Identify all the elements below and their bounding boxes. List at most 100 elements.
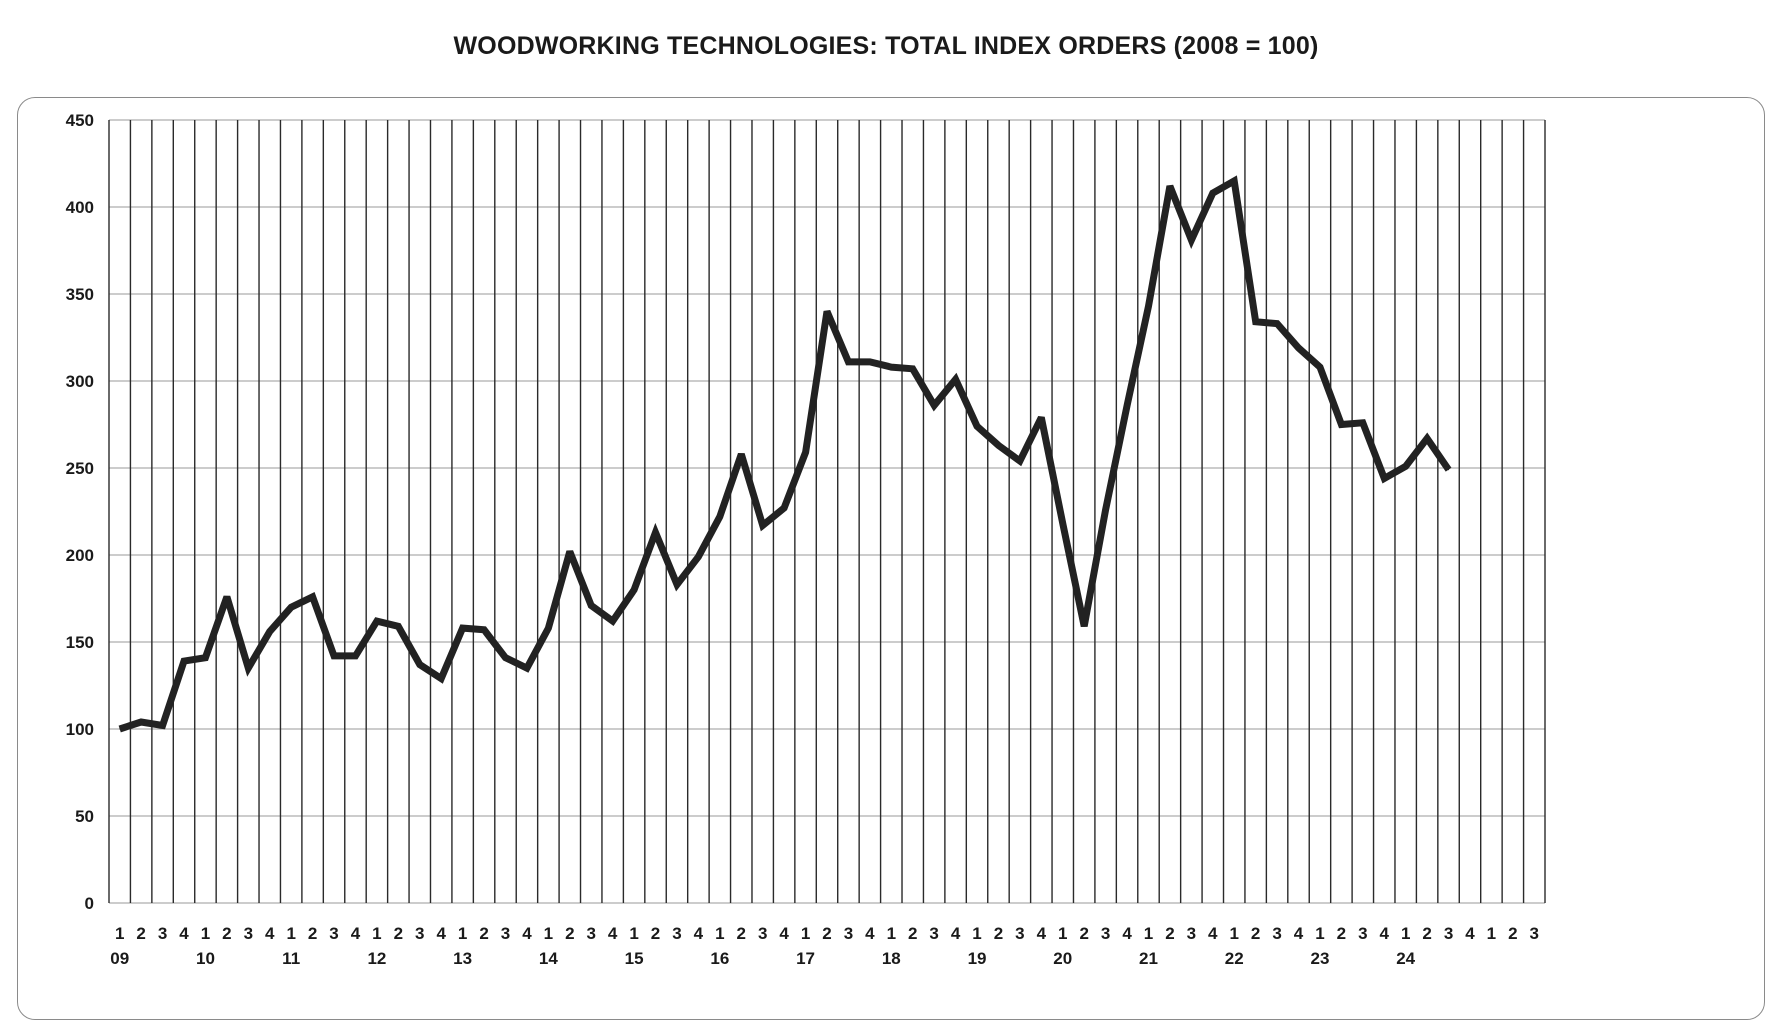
- x-year-label: 16: [710, 949, 729, 968]
- x-tick-label: 4: [951, 924, 961, 943]
- data-point: [354, 655, 356, 657]
- data-point: [1426, 437, 1428, 439]
- data-point: [697, 556, 699, 558]
- x-tick-label: 1: [801, 924, 810, 943]
- y-tick-label: 100: [66, 720, 94, 739]
- x-tick-label: 1: [1315, 924, 1324, 943]
- x-tick-label: 1: [1144, 924, 1153, 943]
- data-point: [547, 627, 549, 629]
- data-point: [1340, 424, 1342, 425]
- x-tick-label: 2: [1251, 924, 1260, 943]
- x-tick-label: 2: [651, 924, 660, 943]
- x-tick-label: 2: [222, 924, 231, 943]
- data-point: [1126, 404, 1128, 406]
- data-point: [612, 620, 614, 622]
- x-tick-label: 3: [501, 924, 510, 943]
- x-tick-label: 2: [1079, 924, 1088, 943]
- data-point: [1040, 417, 1042, 419]
- x-tick-label: 4: [694, 924, 704, 943]
- data-point: [655, 531, 657, 533]
- x-year-label: 10: [196, 949, 215, 968]
- x-year-label: 20: [1053, 949, 1072, 968]
- data-point: [740, 453, 742, 455]
- x-tick-label: 3: [415, 924, 424, 943]
- x-tick-label: 3: [244, 924, 253, 943]
- data-point: [1212, 192, 1214, 194]
- data-point: [1233, 180, 1235, 182]
- series-line: [118, 175, 1452, 733]
- x-tick-label: 1: [1229, 924, 1238, 943]
- x-tick-label: 3: [1530, 924, 1539, 943]
- y-tick-label: 400: [66, 198, 94, 217]
- x-tick-label: 2: [737, 924, 746, 943]
- x-tick-label: 2: [822, 924, 831, 943]
- y-tick-label: 450: [66, 111, 94, 130]
- data-point: [312, 596, 314, 598]
- data-point: [290, 606, 292, 608]
- data-point: [1362, 422, 1364, 424]
- x-tick-label: 3: [158, 924, 167, 943]
- data-point: [569, 551, 571, 553]
- data-point: [933, 404, 935, 406]
- x-year-label: 19: [968, 949, 987, 968]
- data-point: [462, 627, 464, 629]
- x-tick-label: 1: [201, 924, 210, 943]
- data-point: [1169, 185, 1171, 187]
- data-point: [1448, 469, 1450, 471]
- x-tick-label: 4: [265, 924, 275, 943]
- data-point: [1062, 523, 1064, 525]
- x-tick-label: 2: [479, 924, 488, 943]
- data-point: [676, 584, 678, 586]
- x-tick-label: 3: [1272, 924, 1281, 943]
- x-year-label: 09: [110, 949, 129, 968]
- x-tick-label: 1: [458, 924, 467, 943]
- y-tick-label: 150: [66, 633, 94, 652]
- chart-title: WOODWORKING TECHNOLOGIES: TOTAL INDEX OR…: [453, 32, 1319, 60]
- x-year-label: 14: [539, 949, 558, 968]
- data-point: [1083, 625, 1085, 627]
- x-year-label: 24: [1396, 949, 1415, 968]
- data-point: [847, 361, 849, 363]
- data-point: [333, 655, 335, 657]
- x-tick-label: 4: [1465, 924, 1475, 943]
- x-tick-label: 3: [329, 924, 338, 943]
- x-tick-label: 2: [908, 924, 917, 943]
- data-point: [890, 366, 892, 368]
- data-point: [912, 368, 914, 370]
- x-year-label: 18: [882, 949, 901, 968]
- x-tick-label: 4: [436, 924, 446, 943]
- x-tick-label: 3: [1015, 924, 1024, 943]
- x-tick-label: 1: [544, 924, 553, 943]
- x-tick-label: 3: [587, 924, 596, 943]
- x-tick-label: 4: [351, 924, 361, 943]
- data-point: [1298, 347, 1300, 349]
- x-tick-label: 3: [1187, 924, 1196, 943]
- x-tick-label: 2: [1422, 924, 1431, 943]
- x-tick-label: 1: [115, 924, 124, 943]
- data-point: [505, 657, 507, 659]
- x-tick-label: 2: [1337, 924, 1346, 943]
- y-tick-label: 350: [66, 285, 94, 304]
- x-tick-label: 2: [565, 924, 574, 943]
- x-tick-label: 4: [1380, 924, 1390, 943]
- x-tick-label: 3: [672, 924, 681, 943]
- x-tick-label: 2: [994, 924, 1003, 943]
- data-point: [955, 378, 957, 380]
- x-year-label: 17: [796, 949, 815, 968]
- y-tick-label: 50: [75, 807, 94, 826]
- y-tick-label: 200: [66, 546, 94, 565]
- data-point: [762, 524, 764, 526]
- x-tick-label: 3: [844, 924, 853, 943]
- data-point: [1147, 305, 1149, 307]
- data-point: [1190, 239, 1192, 241]
- x-tick-label: 3: [1444, 924, 1453, 943]
- data-point: [783, 507, 785, 509]
- data-point: [1255, 321, 1257, 323]
- x-tick-label: 1: [1487, 924, 1496, 943]
- x-tick-label: 4: [522, 924, 532, 943]
- x-tick-label: 2: [394, 924, 403, 943]
- data-point: [419, 664, 421, 666]
- y-tick-label: 300: [66, 372, 94, 391]
- x-year-label: 12: [367, 949, 386, 968]
- x-year-label: 22: [1225, 949, 1244, 968]
